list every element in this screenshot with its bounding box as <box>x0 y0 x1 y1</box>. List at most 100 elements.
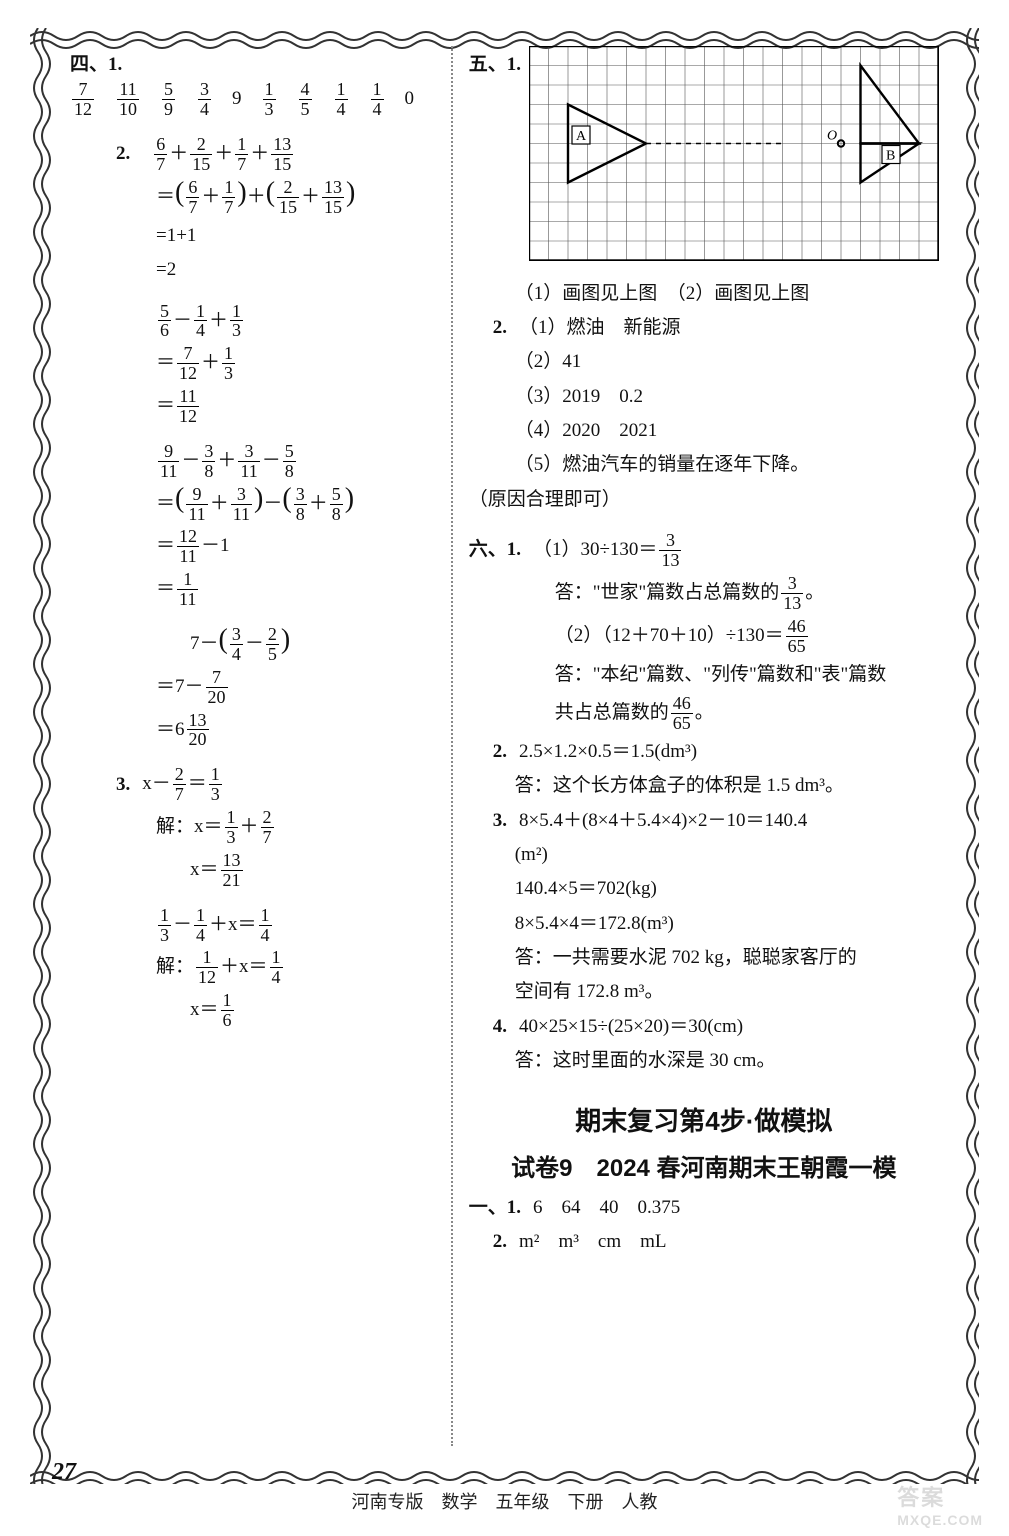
q4-3-label: 3. x－27＝13 <box>70 765 435 804</box>
fraction: 313 <box>659 531 681 570</box>
fraction: 38 <box>202 442 215 481</box>
fraction: 215 <box>190 135 212 174</box>
fraction: 1320 <box>187 711 209 750</box>
q-num: 4. <box>493 1012 507 1042</box>
fraction: 712 <box>177 344 199 383</box>
expr-text: 40×25×15÷(25×20)＝30(cm) <box>519 1012 743 1042</box>
watermark-line: MXQE.COM <box>897 1512 983 1528</box>
fraction: 13 <box>158 906 171 945</box>
fraction: 13 <box>263 80 276 119</box>
fraction: 712 <box>72 80 94 119</box>
fraction: 58 <box>283 442 296 481</box>
eq-step: ＝712＋13 <box>70 344 435 383</box>
expr: 13－14＋x＝14 <box>70 906 435 945</box>
expr: （2）（12＋70＋10）÷130＝4665 <box>469 617 939 656</box>
expr: 911－38＋311－58 <box>70 442 435 481</box>
fraction: 67 <box>186 178 199 217</box>
expr-text: （1）30÷130＝ <box>533 535 657 565</box>
fraction: 1315 <box>271 135 293 174</box>
text: 。 <box>695 698 714 728</box>
grid-figure: ABO <box>529 46 939 261</box>
left-column: 四、 1. 712 1110 59 34 9 13 45 14 14 0 2. … <box>60 46 445 1446</box>
expr-text: 8×5.4＋(8×4＋5.4×4)×2－10＝140.4 <box>519 806 807 836</box>
answer-text: 答："本纪"篇数、"列传"篇数和"表"篇数 <box>469 660 939 690</box>
fraction: 14 <box>371 80 384 119</box>
answer-text: （4）2020 2021 <box>469 416 939 446</box>
text: 。 <box>805 578 824 608</box>
new-q2: 2. m² m³ cm mL <box>469 1227 939 1257</box>
fraction: 720 <box>206 668 228 707</box>
fraction: 911 <box>158 442 179 481</box>
note-text: （原因合理即可） <box>469 485 939 515</box>
fraction: 27 <box>261 808 274 847</box>
fraction: 34 <box>230 625 243 664</box>
fraction: 45 <box>299 80 312 119</box>
svg-text:O: O <box>827 129 837 144</box>
fraction: 56 <box>158 302 171 341</box>
fraction: 215 <box>277 178 299 217</box>
q-num: 2. <box>493 313 507 343</box>
page-footer: 河南专版 数学 五年级 下册 人教 <box>0 1488 1009 1514</box>
eq-step: ＝7－720 <box>70 668 435 707</box>
fraction: 59 <box>162 80 175 119</box>
expr-text: 2.5×1.2×0.5＝1.5(dm³) <box>519 737 697 767</box>
fraction: 14 <box>194 302 207 341</box>
section-subtitle: 试卷9 2024 春河南期末王朝霞一模 <box>469 1150 939 1188</box>
eq-step: ＝(911＋311)－(38＋58) <box>70 485 435 524</box>
fraction: 16 <box>221 991 234 1030</box>
q-num: 2. <box>493 1227 507 1257</box>
watermark: 答案 MXQE.COM <box>897 1480 983 1528</box>
q5-2: 2. （1）燃油 新能源 <box>469 313 939 343</box>
expr-text: (m²) <box>469 840 939 870</box>
answer-text: （1）画图见上图 （2）画图见上图 <box>469 279 939 309</box>
eq-step: ＝(67＋17)＋(215＋1315) <box>70 178 435 217</box>
fraction: 911 <box>186 485 207 524</box>
q-num: 3. <box>493 806 507 836</box>
fraction: 4665 <box>786 617 808 656</box>
fraction: 311 <box>231 485 252 524</box>
fraction: 4665 <box>671 694 693 733</box>
fraction: 27 <box>173 765 186 804</box>
expr-text: 8×5.4×4＝172.8(m³) <box>469 909 939 939</box>
answer-text: 答：一共需要水泥 702 kg，聪聪家客厅的 <box>469 943 939 973</box>
eq-step: ＝111 <box>70 570 435 609</box>
answer-text: 空间有 172.8 m³。 <box>469 977 939 1007</box>
fraction: 34 <box>198 80 211 119</box>
expr: 7－(34－25) <box>70 625 435 664</box>
fraction: 67 <box>154 135 167 174</box>
eq-step: =1+1 <box>70 221 435 251</box>
fraction: 14 <box>259 906 272 945</box>
q-num: 1. <box>507 54 521 75</box>
q6-1: 六、 1. （1）30÷130＝313 <box>469 531 939 570</box>
fraction: 1315 <box>322 178 344 217</box>
q-num: 1. <box>507 535 521 565</box>
eq-step: =2 <box>70 255 435 285</box>
expr: 56－14＋13 <box>70 302 435 341</box>
q6-3: 3. 8×5.4＋(8×4＋5.4×4)×2－10＝140.4 <box>469 806 939 836</box>
fraction: 13 <box>222 344 235 383</box>
expr-text: （2）（12＋70＋10）÷130＝ <box>555 621 784 651</box>
answer-text: 答：这时里面的水深是 30 cm。 <box>469 1046 939 1076</box>
q4-2-label: 2. 67＋215＋17＋1315 <box>70 135 435 174</box>
eq-step: 解：x＝13＋27 <box>70 808 435 847</box>
q-num: 1. <box>108 50 122 80</box>
q4-1: 四、 1. 712 1110 59 34 9 13 45 14 14 0 <box>70 50 435 119</box>
section-6: 六、 <box>469 535 507 565</box>
fraction: 13 <box>230 302 243 341</box>
eq-step: ＝1211－1 <box>70 527 435 566</box>
svg-text:A: A <box>576 129 587 144</box>
fraction: 14 <box>194 906 207 945</box>
section-5: 五、 <box>469 54 507 75</box>
fraction: 1110 <box>117 80 139 119</box>
answer-text: （5）燃油汽车的销量在逐年下降。 <box>469 450 939 480</box>
fraction: 112 <box>196 948 218 987</box>
fraction: 17 <box>222 178 235 217</box>
answer-text: 共占总篇数的4665。 <box>469 694 939 733</box>
eq-step: x＝16 <box>70 991 435 1030</box>
page: 四、 1. 712 1110 59 34 9 13 45 14 14 0 2. … <box>0 0 1009 1536</box>
page-number: 27 <box>52 1459 76 1486</box>
fraction: 25 <box>266 625 279 664</box>
new-q1: 一、 1. 6 64 40 0.375 <box>469 1193 939 1223</box>
answer-text: 答：这个长方体盒子的体积是 1.5 dm³。 <box>469 771 939 801</box>
answer-text: 答："世家"篇数占总篇数的313。 <box>469 574 939 613</box>
